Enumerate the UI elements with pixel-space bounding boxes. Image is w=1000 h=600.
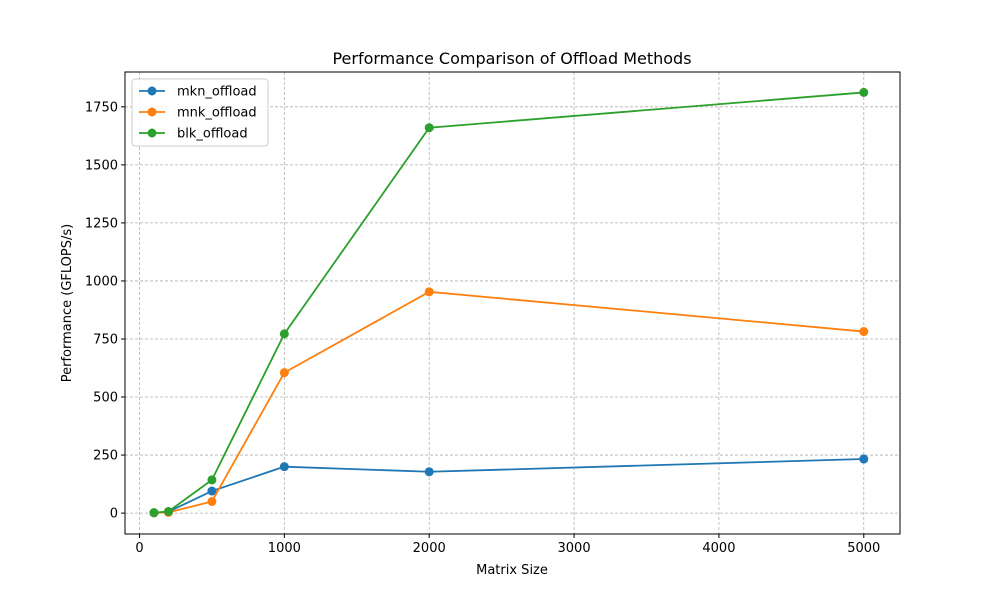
- y-tick-label: 500: [93, 391, 118, 406]
- data-point: [207, 486, 217, 496]
- axis-ticks: 0 1000 2000 3000 4000 5000 0 250 500 750 1000 1250 1…: [85, 100, 880, 556]
- data-point: [279, 329, 289, 339]
- y-tick-label: 750: [93, 332, 118, 347]
- data-point: [163, 506, 173, 516]
- data-point: [859, 327, 869, 337]
- legend-marker: [147, 107, 157, 117]
- legend-label: blk_offload: [177, 127, 248, 142]
- plot-frame: [124, 71, 901, 535]
- series-line: [153, 91, 864, 514]
- y-tick-label: 1000: [85, 274, 118, 289]
- data-point: [424, 123, 434, 133]
- data-point: [859, 87, 869, 97]
- data-point: [279, 462, 289, 472]
- legend-entry: mkn_offload: [139, 85, 257, 100]
- x-tick-label: 0: [135, 541, 143, 556]
- data-point: [207, 496, 217, 506]
- data-point: [279, 368, 289, 378]
- y-tick-label: 1750: [85, 100, 118, 115]
- y-tick-label: 0: [110, 507, 118, 522]
- series-layer: [149, 87, 869, 518]
- data-point: [207, 475, 217, 485]
- data-point: [859, 454, 869, 464]
- y-tick-label: 1500: [85, 158, 118, 173]
- x-tick-label: 1000: [268, 541, 301, 556]
- x-axis-title: Matrix Size: [476, 563, 548, 578]
- data-point: [424, 287, 434, 297]
- x-tick-label: 2000: [413, 541, 446, 556]
- y-tick-label: 1250: [85, 216, 118, 231]
- grid: [125, 72, 900, 534]
- x-tick-label: 5000: [847, 541, 880, 556]
- series-line: [153, 458, 864, 514]
- legend-entry: mnk_offload: [139, 106, 257, 121]
- legend-label: mkn_offload: [177, 85, 257, 100]
- series-mkn_offload: [149, 454, 869, 518]
- series-line: [153, 290, 864, 514]
- data-point: [149, 508, 159, 518]
- x-tick-label: 3000: [558, 541, 591, 556]
- legend-label: mnk_offload: [177, 106, 257, 121]
- x-tick-label: 4000: [702, 541, 735, 556]
- y-axis-title: Performance (GFLOPS/s): [60, 224, 75, 382]
- y-tick-label: 250: [93, 449, 118, 464]
- data-point: [424, 467, 434, 477]
- series-blk_offload: [149, 87, 869, 518]
- series-mnk_offload: [149, 287, 869, 518]
- legend: mkn_offload mnk_offload blk_offload: [131, 78, 269, 147]
- legend-entry: blk_offload: [139, 127, 248, 142]
- legend-box: [131, 78, 269, 147]
- chart-title: Performance Comparison of Offload Method…: [332, 49, 691, 68]
- legend-marker: [147, 86, 157, 96]
- legend-marker: [147, 128, 157, 138]
